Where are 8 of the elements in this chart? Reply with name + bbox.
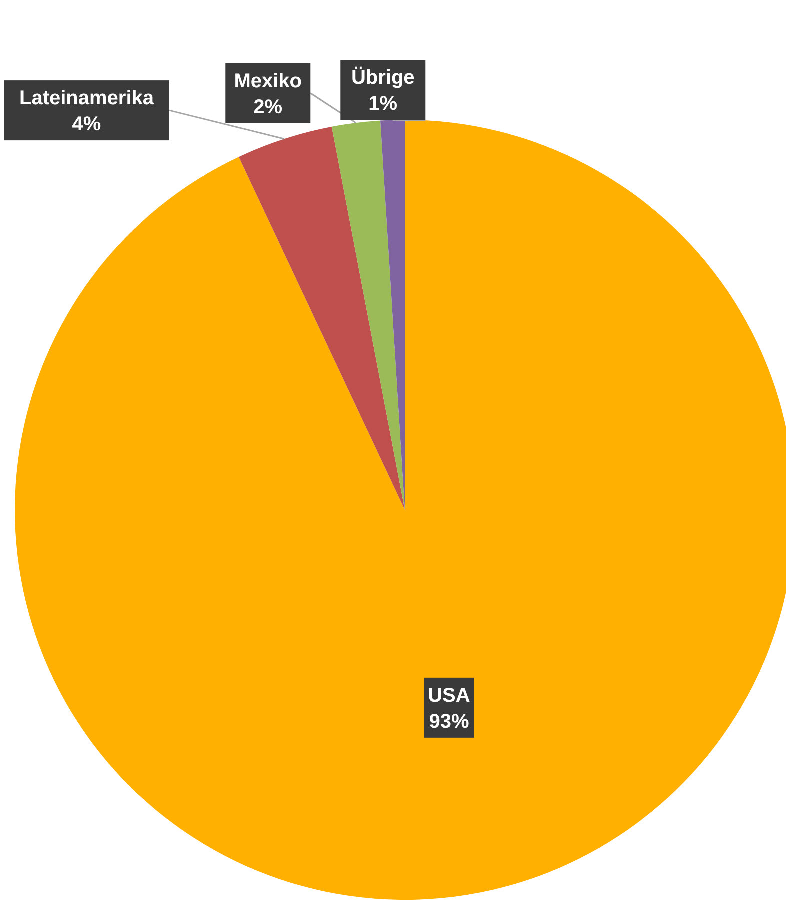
data-label: 4% [72,114,102,136]
data-label: 1% [368,93,398,116]
data-label: 93% [429,710,470,733]
slice-label: Übrige [351,66,415,90]
slice-label: Lateinamerika [19,88,155,110]
slice-label: USA [428,684,470,707]
data-label: 2% [254,96,283,118]
slice-label: Mexiko [234,70,302,92]
